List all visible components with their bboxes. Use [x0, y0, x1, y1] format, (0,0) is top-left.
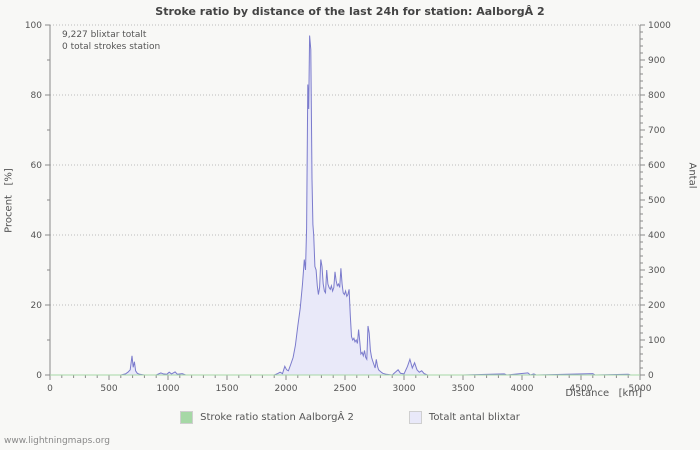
legend-item-stroke-ratio: Stroke ratio station AalborgÂ 2: [180, 411, 354, 424]
svg-text:600: 600: [648, 161, 665, 171]
svg-text:2500: 2500: [334, 384, 357, 394]
svg-text:4000: 4000: [511, 384, 534, 394]
svg-text:300: 300: [648, 266, 665, 276]
svg-text:0: 0: [47, 384, 53, 394]
svg-text:4500: 4500: [570, 384, 593, 394]
svg-text:60: 60: [31, 161, 43, 171]
svg-text:800: 800: [648, 91, 665, 101]
svg-text:80: 80: [31, 91, 43, 101]
svg-text:500: 500: [648, 196, 665, 206]
svg-text:40: 40: [31, 231, 43, 241]
svg-text:1500: 1500: [216, 384, 239, 394]
legend-swatch-total-strikes: [408, 411, 422, 424]
svg-text:500: 500: [100, 384, 117, 394]
svg-text:200: 200: [648, 301, 665, 311]
svg-text:2000: 2000: [275, 384, 298, 394]
svg-text:20: 20: [31, 301, 43, 311]
legend-label-total-strikes: Totalt antal blixtar: [428, 412, 520, 423]
chart-legend: Stroke ratio station AalborgÂ 2 Totalt a…: [0, 411, 700, 424]
svg-text:5000: 5000: [629, 384, 652, 394]
svg-text:100: 100: [648, 336, 665, 346]
svg-text:100: 100: [25, 21, 42, 31]
legend-item-total-strikes: Totalt antal blixtar: [408, 411, 520, 424]
chart-title: Stroke ratio by distance of the last 24h…: [155, 5, 545, 18]
legend-label-stroke-ratio: Stroke ratio station AalborgÂ 2: [200, 412, 354, 423]
annotation-total-strokes: 9,227 blixtar totalt: [62, 30, 147, 40]
y-axis-left-label: Procent [%]: [3, 168, 15, 233]
legend-swatch-stroke-ratio: [180, 411, 194, 424]
svg-text:0: 0: [36, 371, 42, 381]
svg-text:700: 700: [648, 126, 665, 136]
y-axis-right-label: Antal: [686, 162, 698, 189]
x-axis-label: Distance [km]: [565, 388, 642, 399]
svg-text:0: 0: [648, 371, 654, 381]
annotation-station-strokes: 0 total strokes station: [62, 42, 161, 52]
svg-text:1000: 1000: [157, 384, 180, 394]
svg-text:3500: 3500: [452, 384, 475, 394]
svg-text:400: 400: [648, 231, 665, 241]
watermark-url: www.lightningmaps.org: [4, 436, 110, 446]
svg-text:3000: 3000: [393, 384, 416, 394]
svg-text:1000: 1000: [648, 21, 671, 31]
svg-text:900: 900: [648, 56, 665, 66]
